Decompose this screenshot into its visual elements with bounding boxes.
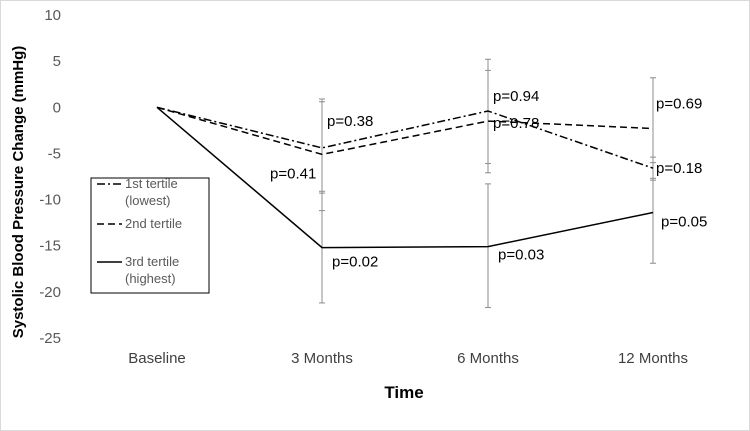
y-axis-ticks: 10 5 0 -5 -10 -15 -20 -25 <box>39 7 61 347</box>
y-tick-label: 0 <box>53 99 61 116</box>
p-value-label: p=0.69 <box>656 96 702 113</box>
series-line <box>156 106 654 169</box>
x-axis: Baseline 3 Months 6 Months 12 Months <box>128 350 688 367</box>
series-line <box>156 106 654 156</box>
y-tick-label: 10 <box>44 7 61 24</box>
series-lines <box>156 106 654 249</box>
x-tick-label: Baseline <box>128 350 186 367</box>
p-value-label: p=0.05 <box>661 213 707 230</box>
legend-label: 3rd tertile <box>125 254 179 269</box>
y-tick-label: -25 <box>39 330 61 347</box>
x-tick-label: 6 Months <box>457 350 519 367</box>
legend-label-line2: (highest) <box>125 271 176 286</box>
legend: 1st tertile (lowest) 2nd tertile 3rd tertil… <box>90 176 210 294</box>
p-value-label: p=0.41 <box>270 165 316 182</box>
y-tick-label: -15 <box>39 238 61 255</box>
p-value-label: p=0.78 <box>493 115 539 132</box>
legend-label: 2nd tertile <box>125 216 182 231</box>
y-tick-label: 5 <box>53 53 61 70</box>
legend-box <box>90 177 210 294</box>
x-axis-title: Time <box>384 383 423 402</box>
y-tick-label: -5 <box>48 145 61 162</box>
y-tick-label: -20 <box>39 284 61 301</box>
y-axis-title: Systolic Blood Pressure Change (mmHg) <box>10 46 27 339</box>
x-tick-label: 3 Months <box>291 350 353 367</box>
p-value-label: p=0.38 <box>327 113 373 130</box>
legend-label-line2: (lowest) <box>125 193 171 208</box>
p-value-label: p=0.03 <box>498 247 544 264</box>
legend-label: 1st tertile <box>125 176 178 191</box>
x-tick-label: 12 Months <box>618 350 688 367</box>
p-value-label: p=0.02 <box>332 254 378 271</box>
p-value-labels: p=0.38 p=0.94 p=0.18 p=0.41 p=0.78 p=0.69 p=0.… <box>270 88 707 271</box>
series-line <box>156 106 654 249</box>
y-tick-label: -10 <box>39 192 61 209</box>
p-value-label: p=0.18 <box>656 160 702 177</box>
p-value-label: p=0.94 <box>493 88 539 105</box>
